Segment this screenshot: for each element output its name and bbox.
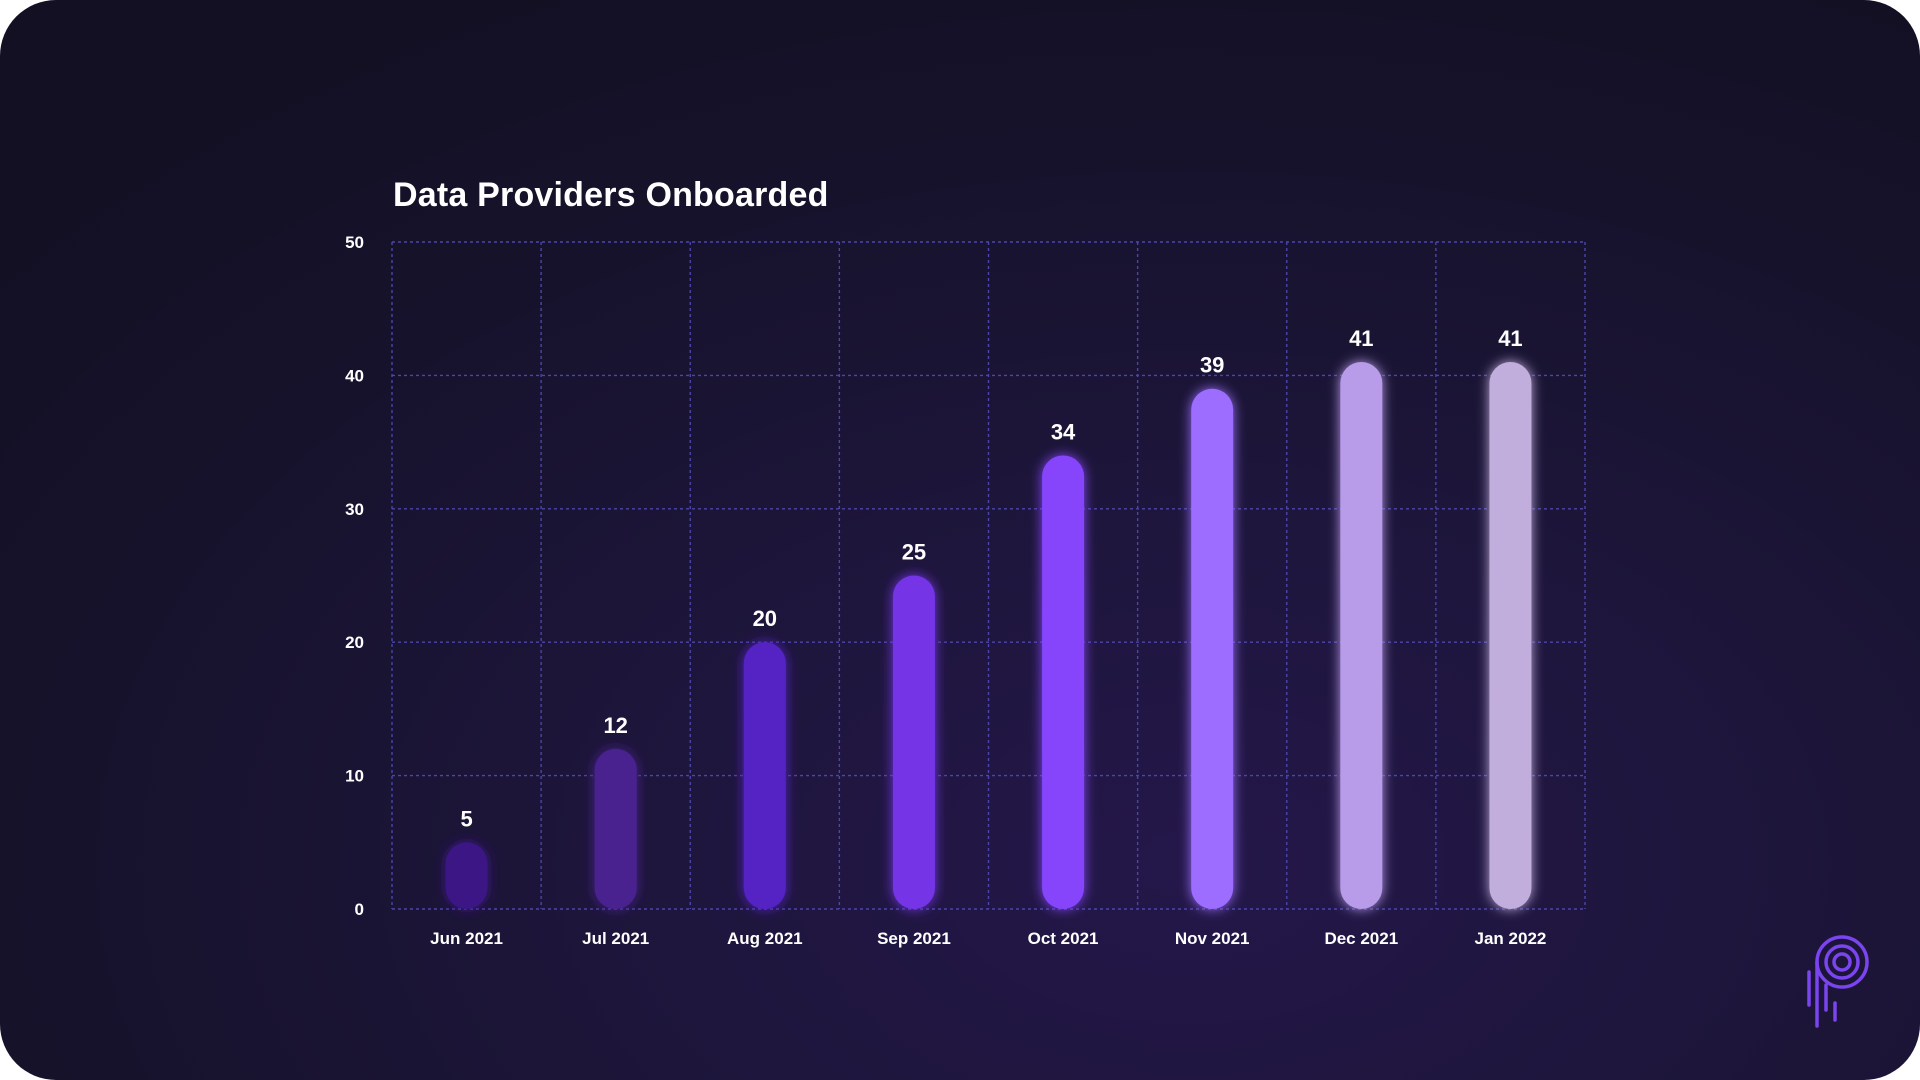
data-label: 41 [1498, 326, 1522, 351]
bar [743, 642, 786, 909]
x-tick-label: Jun 2021 [430, 929, 503, 948]
x-tick-label: Sep 2021 [877, 929, 951, 948]
bar [445, 842, 488, 909]
x-axis: Jun 2021 Jul 2021 Aug 2021 Sep 2021 Oct 2021… [430, 929, 1546, 948]
data-label: 34 [1051, 419, 1076, 444]
data-label: 12 [603, 713, 627, 738]
x-tick-label: Nov 2021 [1175, 929, 1250, 948]
bar [594, 748, 637, 909]
bar [1340, 362, 1383, 909]
x-tick-label: Jul 2021 [582, 929, 649, 948]
bar [1191, 388, 1234, 909]
data-label: 20 [753, 606, 777, 631]
chart-title: Data Providers Onboarded [393, 176, 829, 214]
y-tick-label: 10 [345, 767, 364, 786]
bar [1042, 455, 1085, 909]
y-tick-label: 0 [355, 900, 364, 919]
data-label: 41 [1349, 326, 1373, 351]
y-axis: 0 10 20 30 40 50 [345, 233, 364, 919]
data-labels: 5 12 20 25 34 39 41 41 [460, 326, 1522, 831]
data-label: 5 [460, 806, 472, 831]
data-label: 25 [902, 540, 926, 565]
x-tick-label: Aug 2021 [727, 929, 803, 948]
y-tick-label: 40 [345, 366, 364, 385]
x-tick-label: Dec 2021 [1324, 929, 1398, 948]
x-tick-label: Oct 2021 [1028, 929, 1099, 948]
grid [391, 241, 1586, 910]
brand-p-logo-icon [1807, 935, 1869, 1028]
data-label: 39 [1200, 353, 1224, 378]
bars [445, 362, 1532, 909]
y-tick-label: 20 [345, 633, 364, 652]
y-tick-label: 30 [345, 500, 364, 519]
x-tick-label: Jan 2022 [1475, 929, 1547, 948]
bar [1489, 362, 1532, 909]
y-tick-label: 50 [345, 233, 364, 252]
bar [892, 575, 935, 909]
